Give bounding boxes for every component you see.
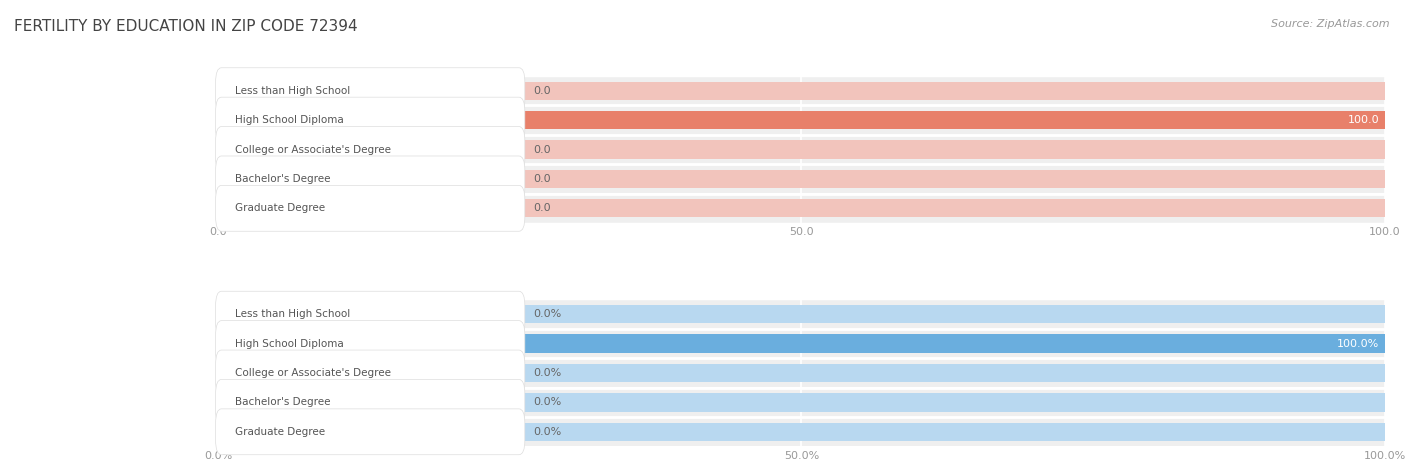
FancyBboxPatch shape	[215, 185, 524, 231]
Text: 0.0%: 0.0%	[533, 309, 561, 319]
Bar	[218, 199, 1385, 218]
Bar	[218, 393, 1385, 411]
Bar	[218, 82, 1385, 100]
Bar	[218, 388, 1385, 417]
FancyBboxPatch shape	[215, 350, 524, 396]
FancyBboxPatch shape	[215, 409, 524, 455]
Bar	[218, 359, 1385, 388]
Bar	[218, 106, 1385, 134]
FancyBboxPatch shape	[215, 291, 524, 337]
Bar	[218, 170, 1385, 188]
Text: 0.0%: 0.0%	[533, 398, 561, 408]
Bar	[218, 334, 1385, 353]
Bar	[218, 76, 1385, 105]
FancyBboxPatch shape	[215, 321, 524, 367]
Text: 0.0: 0.0	[533, 144, 551, 154]
FancyBboxPatch shape	[215, 156, 524, 202]
Text: Less than High School: Less than High School	[235, 309, 350, 319]
Text: 0.0: 0.0	[533, 86, 551, 95]
Bar	[218, 135, 1385, 164]
Text: Graduate Degree: Graduate Degree	[235, 427, 326, 437]
Text: 0.0%: 0.0%	[533, 368, 561, 378]
Text: Less than High School: Less than High School	[235, 86, 350, 95]
FancyBboxPatch shape	[215, 380, 524, 425]
Bar	[218, 334, 1385, 353]
Bar	[218, 194, 1385, 223]
Bar	[218, 329, 1385, 358]
Text: College or Associate's Degree: College or Associate's Degree	[235, 144, 391, 154]
Bar	[218, 111, 1385, 129]
Text: High School Diploma: High School Diploma	[235, 115, 344, 125]
Text: 0.0%: 0.0%	[533, 427, 561, 437]
Bar	[218, 423, 1385, 441]
Bar	[218, 141, 1385, 159]
Bar	[218, 418, 1385, 446]
Bar	[218, 364, 1385, 382]
Text: FERTILITY BY EDUCATION IN ZIP CODE 72394: FERTILITY BY EDUCATION IN ZIP CODE 72394	[14, 19, 357, 34]
Text: Graduate Degree: Graduate Degree	[235, 203, 326, 213]
FancyBboxPatch shape	[215, 68, 524, 114]
Text: Source: ZipAtlas.com: Source: ZipAtlas.com	[1271, 19, 1389, 29]
Text: High School Diploma: High School Diploma	[235, 339, 344, 349]
Text: 0.0: 0.0	[533, 203, 551, 213]
Text: Bachelor's Degree: Bachelor's Degree	[235, 174, 330, 184]
Bar	[218, 305, 1385, 323]
FancyBboxPatch shape	[215, 97, 524, 143]
Bar	[218, 164, 1385, 193]
FancyBboxPatch shape	[215, 126, 524, 172]
Text: 100.0%: 100.0%	[1337, 339, 1379, 349]
Text: 100.0: 100.0	[1347, 115, 1379, 125]
Bar	[218, 300, 1385, 329]
Bar	[218, 111, 1385, 129]
Text: College or Associate's Degree: College or Associate's Degree	[235, 368, 391, 378]
Text: Bachelor's Degree: Bachelor's Degree	[235, 398, 330, 408]
Text: 0.0: 0.0	[533, 174, 551, 184]
